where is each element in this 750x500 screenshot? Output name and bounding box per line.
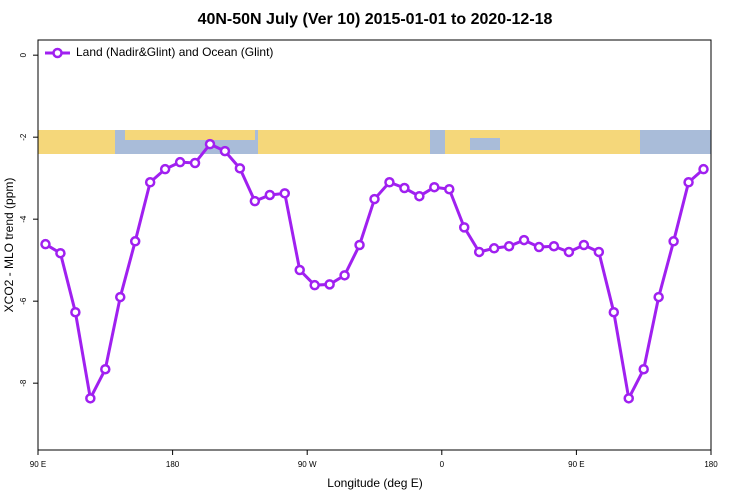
series-line <box>44 142 705 404</box>
point <box>249 195 261 207</box>
point <box>563 246 575 258</box>
point <box>518 234 530 246</box>
y-tick-label: -6 <box>19 297 28 305</box>
point <box>473 246 485 258</box>
x-tick-label: 180 <box>166 460 180 469</box>
point <box>623 393 634 404</box>
land <box>38 130 115 154</box>
x-tick-label: 90 W <box>298 460 317 469</box>
x-tick-label: 90 E <box>568 460 584 469</box>
point <box>234 163 246 174</box>
point <box>159 163 171 175</box>
ocean <box>470 138 500 150</box>
x-tick-label: 0 <box>440 460 445 469</box>
point <box>414 190 425 202</box>
point <box>264 189 276 201</box>
y-tick-label: 0 <box>19 52 28 57</box>
point <box>324 279 335 290</box>
point <box>40 238 51 250</box>
point <box>578 239 590 251</box>
point <box>548 240 560 252</box>
land <box>258 130 430 154</box>
x-axis-label: Longitude (deg E) <box>327 476 422 490</box>
point <box>309 279 320 291</box>
map-strip <box>38 130 711 154</box>
point <box>683 177 694 188</box>
point <box>85 393 96 404</box>
x-tick-label: 90 E <box>30 460 46 469</box>
point <box>653 291 664 303</box>
point <box>144 177 156 188</box>
y-tick-label: -2 <box>19 133 28 141</box>
point <box>174 156 186 168</box>
point <box>115 291 126 303</box>
point <box>488 243 500 254</box>
land <box>125 130 255 140</box>
point <box>458 222 470 233</box>
point <box>279 188 291 199</box>
point <box>384 177 395 188</box>
point <box>593 246 605 258</box>
x-tick-label: 180 <box>704 460 718 469</box>
point <box>638 363 649 375</box>
plot-frame <box>37 39 712 451</box>
point <box>189 157 201 169</box>
point <box>219 145 231 157</box>
point <box>70 306 81 318</box>
point <box>533 241 545 253</box>
point <box>429 181 440 193</box>
point <box>503 240 515 252</box>
point <box>668 236 679 247</box>
point <box>204 138 216 150</box>
point <box>100 363 111 375</box>
point <box>698 163 709 175</box>
point <box>55 247 66 259</box>
point <box>369 193 380 205</box>
point <box>399 182 410 194</box>
point <box>294 264 305 276</box>
point <box>129 236 141 247</box>
y-axis-label: XCO2 - MLO trend (ppm) <box>2 178 16 313</box>
chart-title: 40N-50N July (Ver 10) 2015-01-01 to 2020… <box>198 11 553 28</box>
point <box>608 306 620 318</box>
legend-label: Land (Nadir&Glint) and Ocean (Glint) <box>76 45 273 59</box>
y-tick-label: -8 <box>19 379 28 387</box>
legend-marker <box>52 47 63 59</box>
point <box>354 239 365 251</box>
y-tick-label: -4 <box>19 215 28 223</box>
point <box>444 183 455 195</box>
point <box>339 270 350 281</box>
